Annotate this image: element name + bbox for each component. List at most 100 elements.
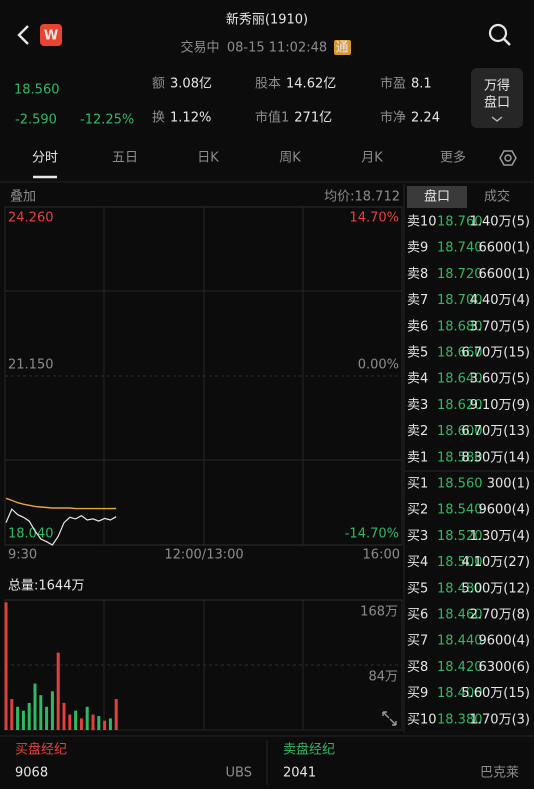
book-price: 18.400 [437,686,483,701]
book-volume: 9600(4) [479,503,531,518]
broker-title: 卖盘经纪 [283,742,335,758]
settings-button[interactable] [499,150,517,166]
book-price: 18.680 [437,319,483,334]
logo-badge [40,24,62,46]
book-price: 18.560 [437,477,483,492]
book-volume: 3.60万(5) [470,372,530,387]
volume-label: 总量:1644万 [8,579,84,594]
book-volume: 8.30万(14) [461,450,530,465]
change-pct: -12.25% [80,113,134,128]
tab[interactable]: 月K [361,151,383,166]
tab[interactable]: 五日 [112,151,138,166]
stat-value: 2.24 [411,111,440,126]
book-price: 18.720 [437,267,483,282]
book-level: 卖4 [407,372,428,387]
book-price: 18.700 [437,293,483,308]
stat-value: 14.62亿 [286,77,336,92]
tab[interactable]: 周K [279,151,301,166]
y-tick-label: 21.150 [8,358,54,373]
volume-bar [33,683,37,730]
book-volume: 9600(4) [479,634,531,649]
stat-value: 8.1 [411,77,432,92]
book-volume: 4.40万(4) [470,293,530,308]
stat-value: 271亿 [294,111,332,126]
book-volume: 300(1) [487,477,530,492]
broker-title: 买盘经纪 [15,742,67,758]
book-level: 卖3 [407,398,428,413]
price-line [5,508,117,546]
button-label: 盘口 [484,95,510,111]
book-price: 18.640 [437,372,483,387]
back-button[interactable] [17,25,29,45]
book-volume: 5.00万(12) [461,581,530,596]
y-tick-label: 24.260 [8,211,54,226]
volume-bar [85,706,89,730]
pct-label: 0.00% [358,358,399,373]
broker-code: 9068 [15,766,48,781]
volume-bar [39,695,43,730]
book-price: 18.380 [437,712,483,727]
book-level: 卖10 [407,215,437,230]
stat-label: 额 [152,77,165,92]
book-price: 18.600 [437,424,483,439]
book-volume: 3.70万(5) [470,319,530,334]
book-volume: 6600(1) [479,241,531,256]
book-price: 18.460 [437,608,483,623]
volume-bar [114,699,118,730]
book-level: 卖1 [407,450,428,465]
change: -2.590 [15,113,57,128]
panel-tab[interactable]: 成交 [484,189,510,205]
book-level: 卖8 [407,267,428,282]
status-badge [334,40,351,55]
volume-bar [21,710,25,730]
settings-dot [504,154,512,162]
book-level: 卖2 [407,424,428,439]
tab[interactable]: 更多 [440,150,466,166]
book-level: 卖5 [407,346,428,361]
search-button[interactable] [488,23,508,43]
book-volume: 6.70万(13) [461,424,530,439]
book-level: 卖6 [407,319,428,334]
chevron [491,116,503,122]
stat-label: 股本 [255,77,281,92]
time-label: 9:30 [8,548,37,563]
book-price: 18.760 [437,215,483,230]
book-volume: 6.70万(15) [461,346,530,361]
time-label: 16:00 [363,548,400,563]
depth-button[interactable] [471,68,523,128]
book-level: 买10 [407,712,437,727]
broker-name: UBS [226,766,252,781]
stat-label: 市盈 [380,76,406,92]
book-price: 18.520 [437,529,483,544]
broker-code: 2041 [283,766,316,781]
volume-bar [27,702,31,730]
volume-bar [79,718,83,730]
y-tick-label: 18.040 [8,527,54,542]
book-volume: 1.30万(4) [470,529,530,544]
book-level: 买6 [407,608,428,623]
tab[interactable]: 日K [197,151,219,166]
volume-tick-label: 168万 [360,605,398,620]
active-panel-tab[interactable] [407,186,467,208]
expand-button[interactable] [382,711,397,726]
overlay-label: 叠加 [10,190,36,205]
book-level: 买4 [407,555,428,570]
volume-bar [108,718,112,730]
broker-name: 巴克莱 [480,766,519,781]
pct-label: -14.70% [345,527,399,542]
stat-label: 市值1 [255,110,289,126]
book-volume: 6300(6) [479,660,531,675]
tab[interactable]: 分时 [32,151,58,166]
volume-tick-label: 84万 [368,670,398,685]
book-volume: 5.60万(15) [461,686,530,701]
book-volume: 2.70万(8) [470,608,530,623]
book-price: 18.480 [437,581,483,596]
volume-bar [10,699,14,730]
book-volume: 4.10万(27) [461,555,530,570]
search-handle [503,38,511,46]
book-level: 买1 [407,477,428,492]
panel-tab[interactable]: 盘口 [424,189,450,205]
book-level: 卖9 [407,241,428,256]
